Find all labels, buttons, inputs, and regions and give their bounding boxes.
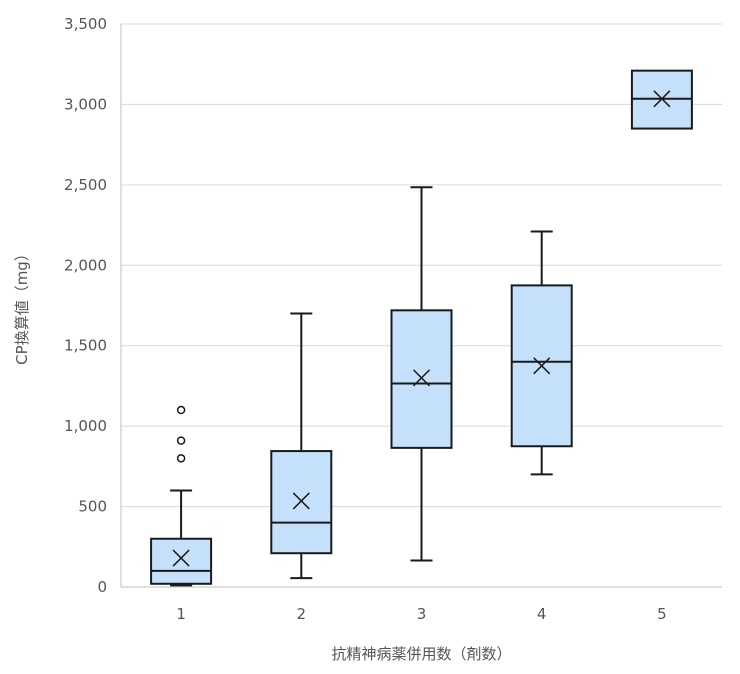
y-axis-ticks: 0 500 1,000 1,500 2,000 2,500 3,000 3,500 (64, 15, 107, 596)
x-tick-label: 3 (417, 605, 427, 623)
x-tick-label: 5 (657, 605, 667, 623)
box (390, 309, 453, 449)
mean-marker (653, 90, 671, 108)
x-tick-label: 2 (297, 605, 307, 623)
box (150, 537, 213, 585)
x-axis-title: 抗精神病薬併用数（剤数） (331, 645, 511, 663)
mean-marker (292, 492, 310, 510)
x-tick-label: 1 (176, 605, 186, 623)
box (270, 450, 333, 555)
y-axis-title: CP換算値（mg） (13, 246, 31, 365)
y-tick-label: 3,500 (64, 15, 107, 33)
y-tick-label: 1,000 (64, 417, 107, 435)
x-tick-label: 4 (537, 605, 547, 623)
x-axis-ticks: 1 2 3 4 5 (176, 605, 666, 623)
boxes (150, 69, 693, 587)
y-tick-label: 1,500 (64, 337, 107, 355)
outlier-point (176, 436, 186, 445)
y-tick-label: 2,000 (64, 256, 107, 274)
box-group (150, 405, 213, 587)
y-tick-label: 3,000 (64, 95, 107, 113)
mean-marker (533, 357, 551, 375)
box-group (270, 312, 333, 580)
mean-marker (172, 549, 190, 567)
box-group (510, 230, 573, 476)
y-tick-label: 500 (78, 498, 107, 516)
y-tick-label: 0 (97, 578, 107, 596)
outlier-point (176, 454, 186, 463)
y-tick-label: 2,500 (64, 176, 107, 194)
outlier-point (176, 405, 186, 415)
mean-marker (412, 369, 431, 387)
box-group (630, 69, 693, 130)
box-group (390, 186, 453, 562)
